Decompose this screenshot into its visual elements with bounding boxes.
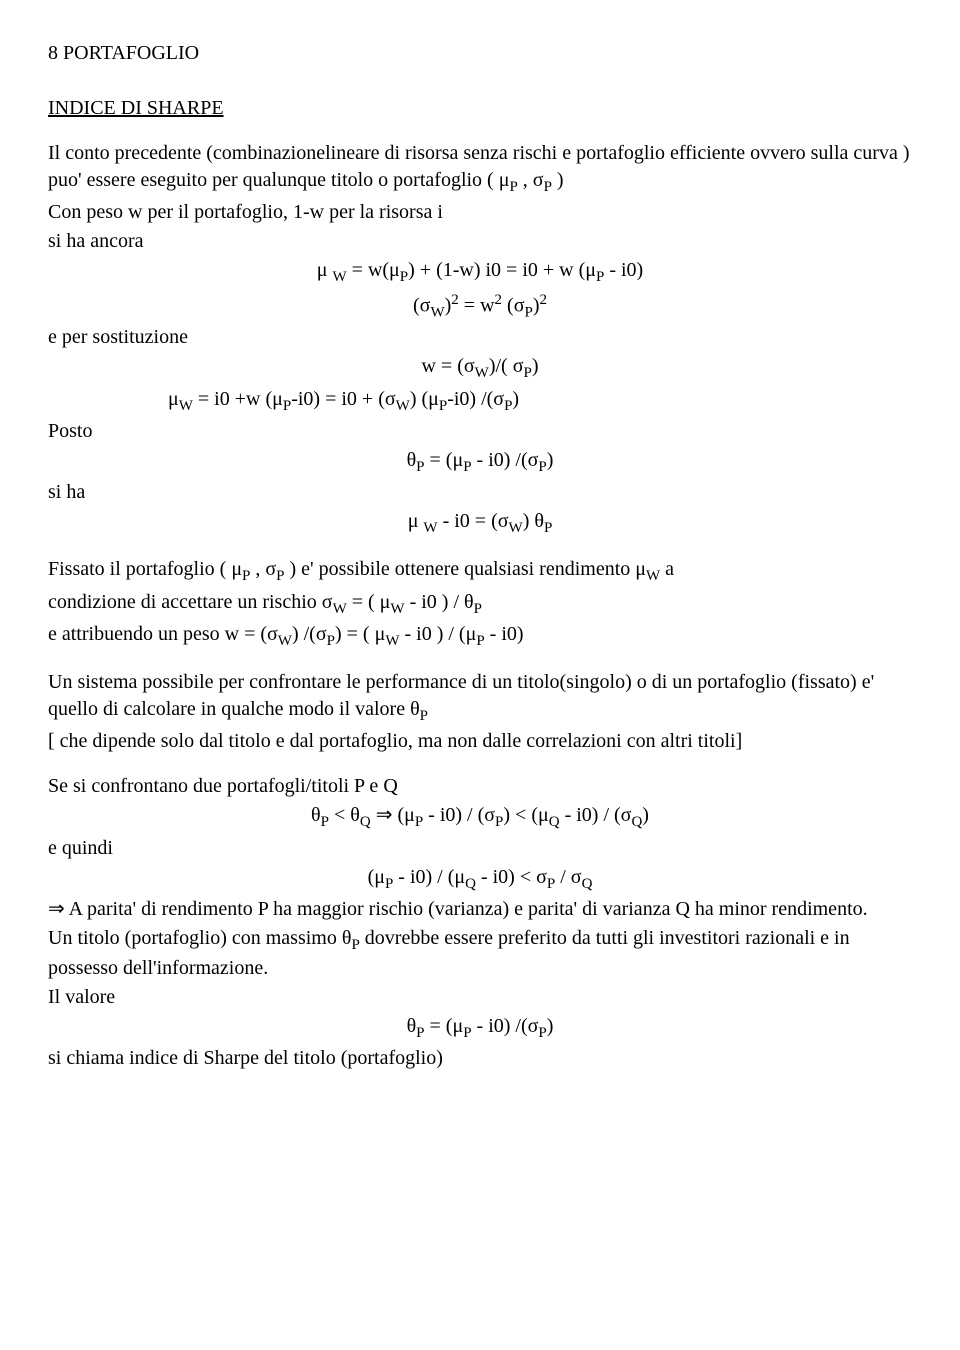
paragraph-14: ⇒ A parita' di rendimento P ha maggior r…: [48, 896, 912, 923]
equation-3: w = (σW)/( σP): [48, 353, 912, 383]
equation-2: (σW)2 = w2 (σP)2: [48, 290, 912, 323]
paragraph-13: e quindi: [48, 835, 912, 862]
equation-6: μ W - i0 = (σW) θP: [48, 508, 912, 538]
equation-1: μ W = w(μP) + (1-w) i0 = i0 + w (μP - i0…: [48, 257, 912, 287]
equation-9: θP = (μP - i0) /(σP): [48, 1013, 912, 1043]
paragraph-8: condizione di accettare un rischio σW = …: [48, 589, 912, 619]
paragraph-7: Fissato il portafoglio ( μP , σP ) e' po…: [48, 556, 912, 586]
paragraph-15: Un titolo (portafoglio) con massimo θP d…: [48, 925, 912, 982]
paragraph-17: si chiama indice di Sharpe del titolo (p…: [48, 1045, 912, 1072]
paragraph-5: Posto: [48, 418, 912, 445]
paragraph-12: Se si confrontano due portafogli/titoli …: [48, 773, 912, 800]
paragraph-2: Con peso w per il portafoglio, 1-w per l…: [48, 199, 912, 226]
paragraph-3: si ha ancora: [48, 228, 912, 255]
equation-5: θP = (μP - i0) /(σP): [48, 447, 912, 477]
heading: INDICE DI SHARPE: [48, 95, 912, 122]
paragraph-9: e attribuendo un peso w = (σW) /(σP) = (…: [48, 621, 912, 651]
paragraph-4: e per sostituzione: [48, 324, 912, 351]
paragraph-16: Il valore: [48, 984, 912, 1011]
paragraph-6: si ha: [48, 479, 912, 506]
equation-4: μW = i0 +w (μP-i0) = i0 + (σW) (μP-i0) /…: [48, 386, 912, 416]
paragraph-1: Il conto precedente (combinazionelineare…: [48, 140, 912, 197]
page-topic: PORTAFOGLIO: [63, 42, 199, 64]
page-number: 8: [48, 42, 58, 64]
page-header: 8 PORTAFOGLIO: [48, 40, 912, 67]
equation-8: (μP - i0) / (μQ - i0) < σP / σQ: [48, 864, 912, 894]
equation-7: θP < θQ ⇒ (μP - i0) / (σP) < (μQ - i0) /…: [48, 802, 912, 832]
paragraph-10: Un sistema possibile per confrontare le …: [48, 669, 912, 726]
paragraph-11: [ che dipende solo dal titolo e dal port…: [48, 728, 912, 755]
